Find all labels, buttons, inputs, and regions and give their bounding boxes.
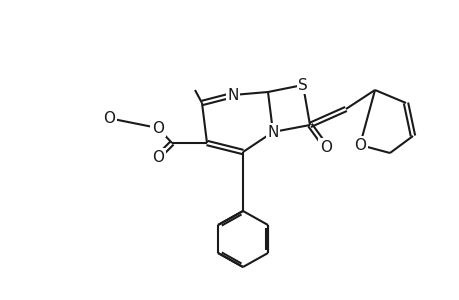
Text: O: O — [103, 110, 115, 125]
Text: O: O — [151, 149, 164, 164]
Text: O: O — [151, 121, 164, 136]
Text: N: N — [227, 88, 238, 103]
Text: N: N — [267, 124, 278, 140]
Text: S: S — [297, 77, 307, 92]
Text: O: O — [353, 137, 365, 152]
Text: O: O — [319, 140, 331, 154]
